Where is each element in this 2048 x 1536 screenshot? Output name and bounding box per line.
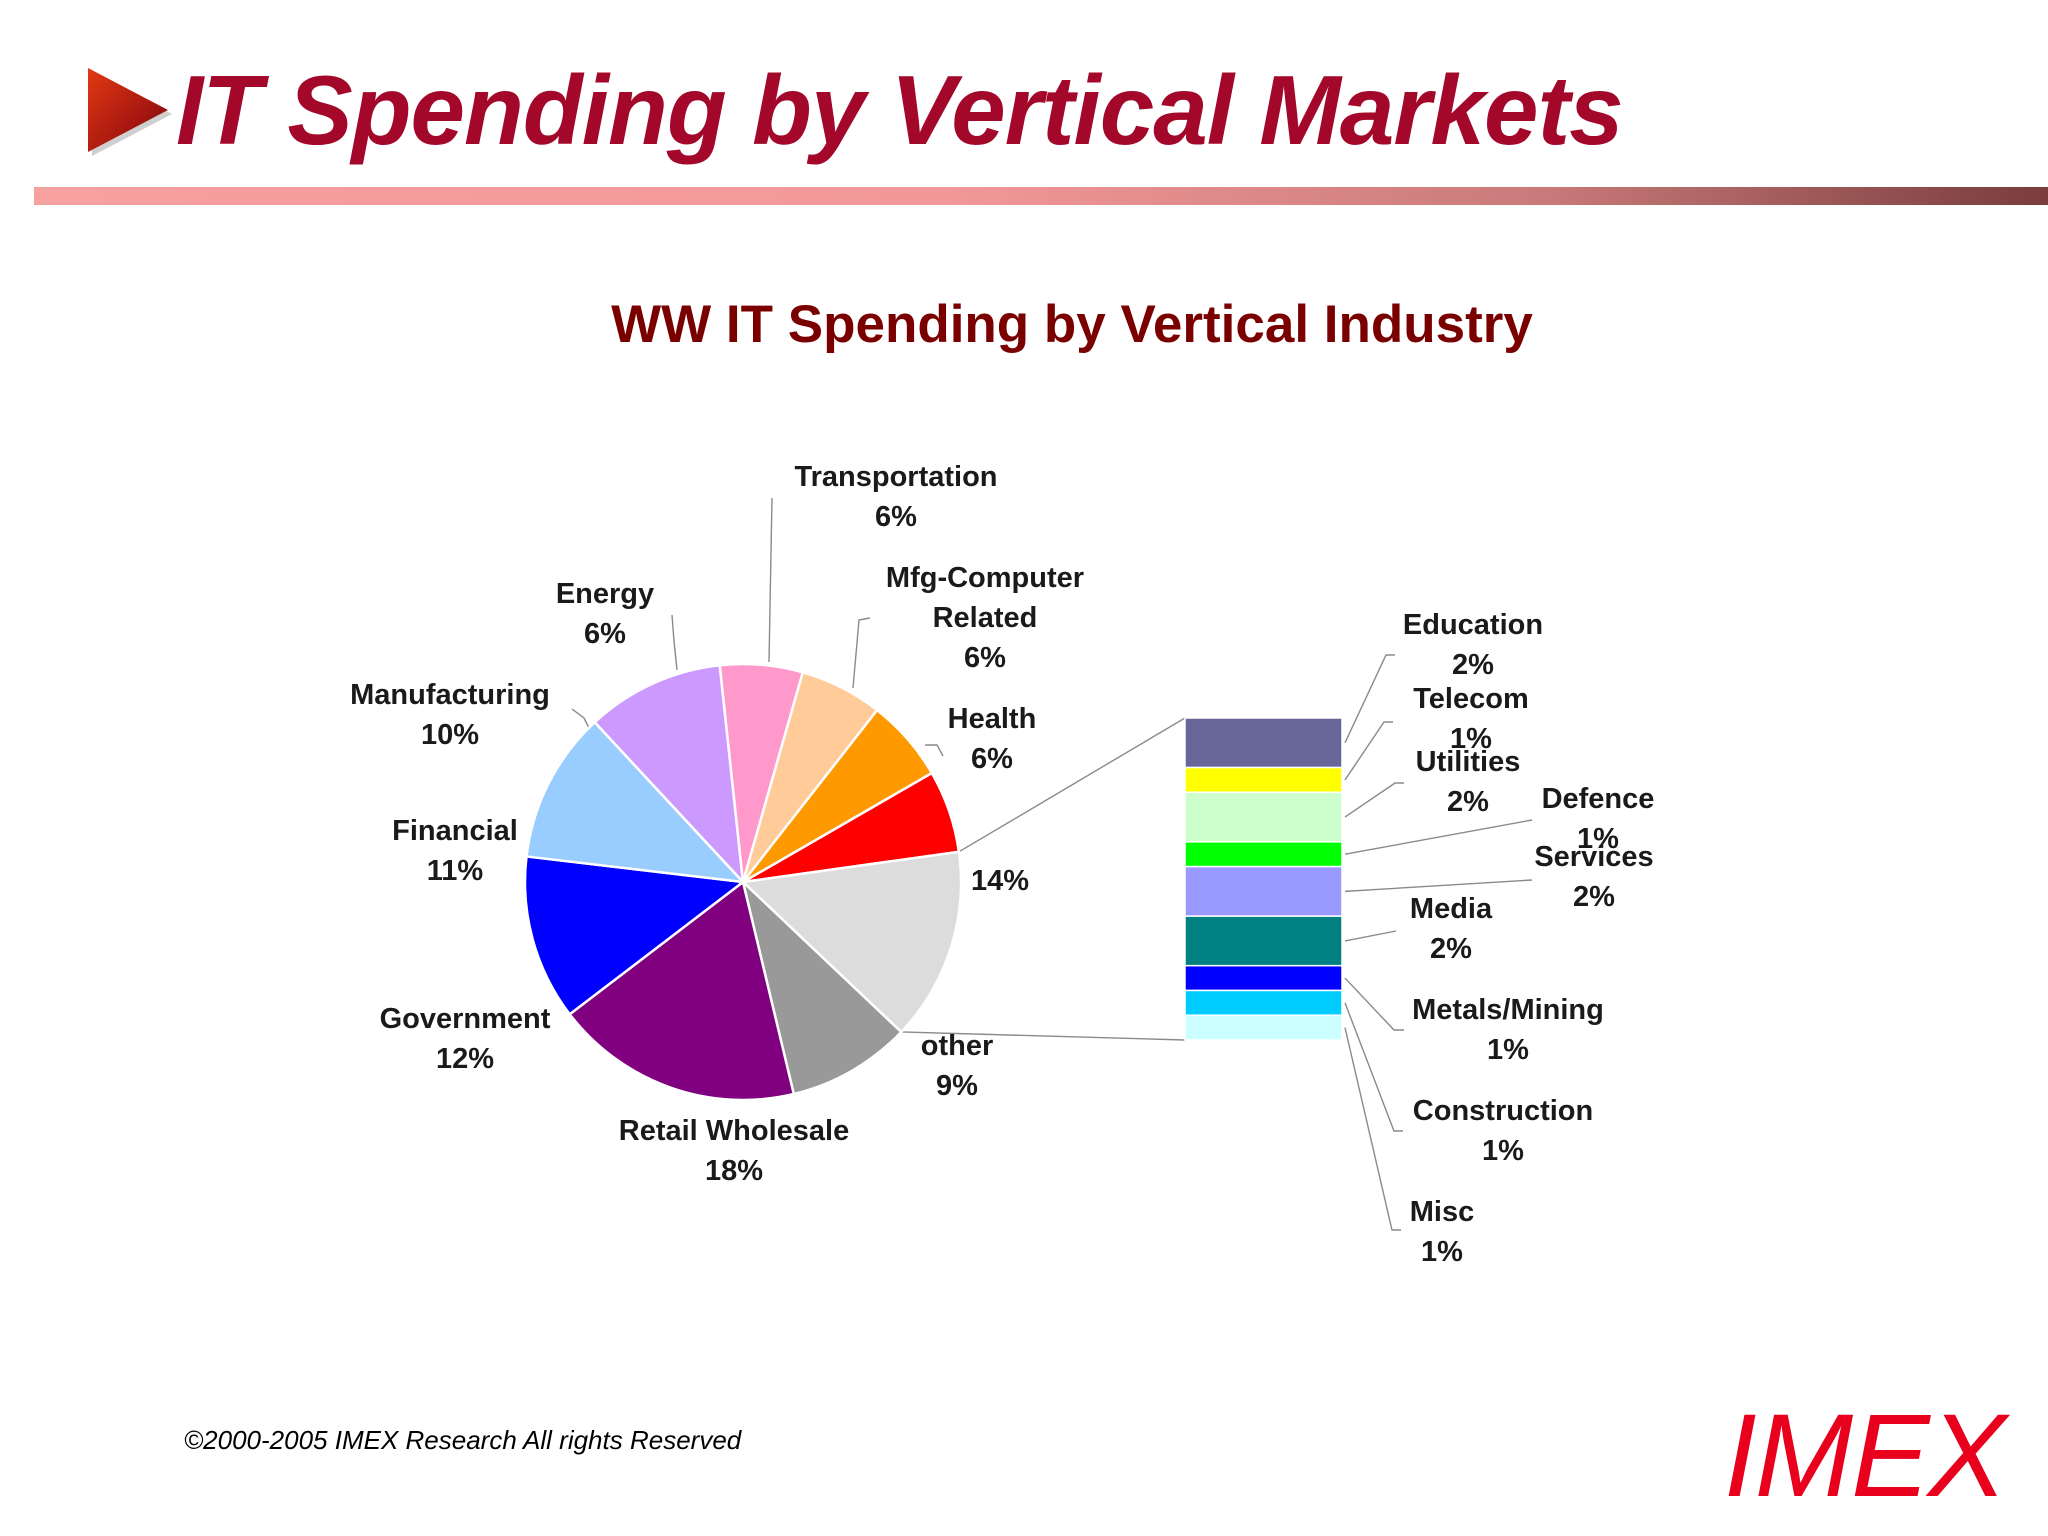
breakout-bar [1184,717,1343,1041]
leader-line-utilities [1344,782,1404,818]
pie-label-other: other 9% [921,1030,994,1102]
bar-label-education: Education 2% [1403,609,1543,681]
data-labels: Health 6% 14% other 9% Retail Wholesale 18% Gov… [350,461,1654,1268]
leader-line-transportation [768,497,773,663]
bar-label-media: Media 2% [1410,893,1493,965]
pie-label-mfg-computer-related: Mfg-Computer Related 6% [886,562,1084,674]
bar-segment-misc [1184,1014,1343,1041]
bar-segment-construction [1184,989,1343,1016]
pie-label-manufacturing: Manufacturing 10% [350,679,550,751]
bar-segment-media [1184,915,1343,967]
pie-slice-other [740,878,903,1096]
pie-label-transportation: Transportation 6% [794,461,997,533]
leader-line-misc [1344,1027,1401,1231]
leader-line-health [925,744,944,757]
connector-line-bottom [901,1031,1186,1041]
pie-slice-other-verticals-breakout [740,850,963,1034]
pie-label-health: Health 6% [948,703,1037,775]
pie-label-government: Government 12% [380,1003,551,1075]
leader-line-energy [671,614,678,671]
title-arrow-icon [88,68,172,156]
pie-slice-mfg-computer-related [742,708,934,884]
imex-logo: IMEX [1724,1390,2006,1522]
pie-slice-financial [525,720,747,884]
chart-title: WW IT Spending by Vertical Industry [611,295,1533,354]
pie-label-other-verticals-breakout: 14% [971,865,1029,897]
bar-label-services: Services 2% [1534,841,1653,913]
copyright-text: ©2000-2005 IMEX Research All rights Rese… [184,1425,742,1455]
bar-segment-metals-mining [1184,964,1343,992]
bar-label-defence: Defence 1% [1542,783,1655,855]
leader-line-manufacturing [571,708,591,731]
pie-slice-retail-wholesale [567,879,796,1102]
leader-line-media [1344,930,1397,942]
leader-line-defence [1344,819,1533,855]
pie-label-energy: Energy 6% [556,578,654,650]
bar-label-construction: Construction 1% [1413,1095,1593,1167]
pie-label-retail-wholesale: Retail Wholesale 18% [619,1115,849,1187]
leader-line-services [1344,879,1533,893]
bar-segment-defence [1184,841,1343,868]
bar-segment-utilities [1184,791,1343,843]
connector-line-top [958,717,1186,853]
bar-segment-telecom [1184,766,1343,794]
bar-segment-education [1184,717,1343,769]
leader-line-construction [1344,1002,1403,1132]
pie-slices [523,662,963,1102]
bar-segment-services [1184,865,1343,917]
leader-line-telecom [1344,721,1393,781]
pie-slice-government [523,855,747,1017]
title-divider [34,187,2048,205]
leader-lines [571,497,1533,1231]
pie-label-financial: Financial 11% [392,815,518,887]
bar-label-misc: Misc 1% [1410,1196,1474,1268]
leader-line-metals-mining [1344,977,1404,1031]
bar-label-telecom: Telecom 1% [1413,683,1529,755]
leader-line-education [1344,654,1395,744]
pie-slice-manufacturing [592,663,745,886]
bar-label-utilities: Utilities 2% [1416,746,1521,818]
leader-line-mfg-computer-related [852,617,871,689]
slide-title: IT Spending by Vertical Markets [176,55,1624,165]
bar-label-metals-mining: Metals/Mining 1% [1412,994,1604,1066]
